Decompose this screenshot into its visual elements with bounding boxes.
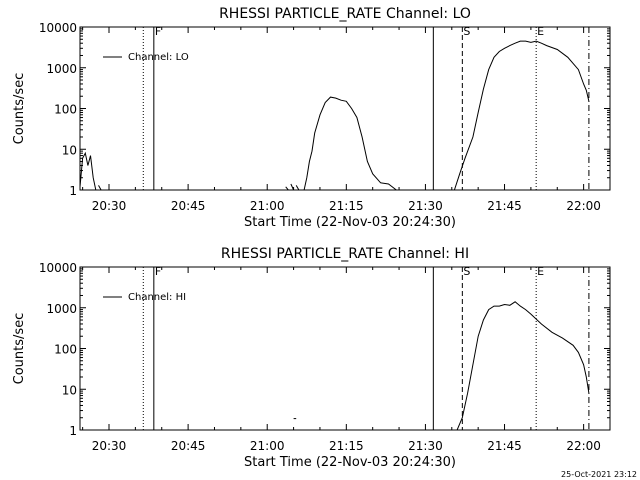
marker-label: S	[463, 25, 470, 38]
x-tick-label: 20:45	[171, 439, 206, 453]
marker-label: F	[155, 265, 161, 278]
y-tick-label: 10	[62, 143, 77, 157]
y-tick-label: 10	[62, 383, 77, 397]
series-line-segment	[453, 40, 590, 190]
x-tick-label: 20:30	[92, 199, 127, 213]
x-tick-label: 20:45	[171, 199, 206, 213]
y-tick-label: 1	[69, 184, 77, 198]
chart-title: RHESSI PARTICLE_RATE Channel: HI	[221, 246, 469, 262]
y-tick-label: 10000	[39, 21, 77, 35]
series-line-segment	[285, 186, 289, 190]
x-tick-label: 20:30	[92, 439, 127, 453]
x-tick-label: 22:00	[566, 199, 601, 213]
series-line-segment	[295, 185, 300, 190]
chart-title: RHESSI PARTICLE_RATE Channel: LO	[219, 6, 471, 22]
series-line-segment	[290, 183, 295, 190]
series-line-segment	[98, 185, 102, 190]
marker-label: F	[155, 25, 161, 38]
y-tick-label: 1000	[46, 302, 77, 316]
y-tick-label: 1	[69, 424, 77, 438]
y-tick-label: 1000	[46, 62, 77, 76]
x-tick-label: 22:00	[566, 439, 601, 453]
marker-label: S	[463, 265, 470, 278]
y-axis-label: Counts/sec	[12, 73, 27, 145]
y-tick-label: 10000	[39, 261, 77, 275]
marker-label: E	[537, 25, 544, 38]
x-tick-label: 21:45	[487, 439, 522, 453]
y-tick-label: 100	[54, 343, 77, 357]
x-tick-label: 21:15	[329, 199, 364, 213]
timestamp: 25-Oct-2021 23:12	[561, 470, 637, 479]
series-line-segment	[456, 301, 590, 430]
series-line-segment	[80, 151, 97, 190]
x-tick-label: 21:30	[408, 439, 443, 453]
x-tick-label: 21:30	[408, 199, 443, 213]
x-tick-label: 21:00	[250, 199, 285, 213]
y-tick-label: 100	[54, 103, 77, 117]
x-axis-label: Start Time (22-Nov-03 20:24:30)	[244, 215, 456, 230]
x-axis-label: Start Time (22-Nov-03 20:24:30)	[244, 455, 456, 470]
channel-hi-panel: RHESSI PARTICLE_RATE Channel: HI 20:30 20:…	[12, 246, 611, 470]
x-tick-label: 21:00	[250, 439, 285, 453]
y-axis-label: Counts/sec	[12, 313, 27, 385]
series-line-segment	[303, 96, 397, 190]
legend-entry: Channel: LO	[128, 52, 189, 63]
legend-entry: Channel: HI	[128, 292, 186, 303]
channel-lo-panel: RHESSI PARTICLE_RATE Channel: LO 20:30 20:…	[12, 6, 611, 230]
x-tick-label: 21:45	[487, 199, 522, 213]
x-tick-label: 21:15	[329, 439, 364, 453]
marker-label: E	[537, 265, 544, 278]
